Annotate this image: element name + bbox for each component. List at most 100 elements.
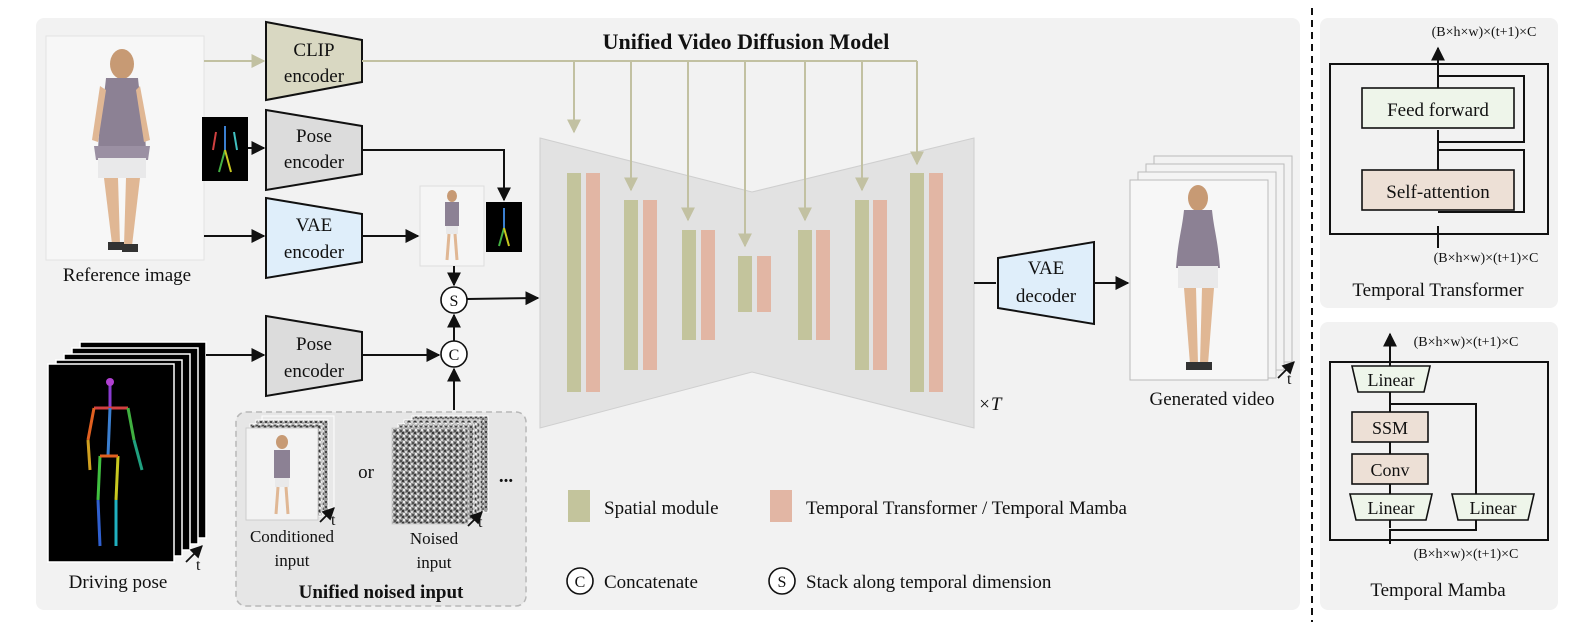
- svg-text:S: S: [450, 293, 459, 310]
- noised-input-label-line1: Noised: [410, 529, 459, 548]
- svg-text:S: S: [778, 574, 787, 591]
- svg-text:Linear: Linear: [1368, 498, 1415, 518]
- flow-arrows: [204, 141, 1130, 410]
- feed-forward-block: Feed forward: [1361, 87, 1515, 129]
- generated-t-label: t: [1287, 371, 1292, 388]
- vae-encoder: VAE encoder: [265, 196, 363, 280]
- legend-temporal-label: Temporal Transformer / Temporal Mamba: [806, 498, 1128, 519]
- pose-encoder-top: Pose encoder: [265, 108, 363, 192]
- temporal-block: [701, 230, 715, 340]
- concat-operator: C: [440, 340, 468, 368]
- or-label: or: [358, 462, 375, 483]
- svg-text:C: C: [449, 347, 460, 364]
- svg-text:encoder: encoder: [284, 361, 345, 382]
- temporal-block: [816, 230, 830, 340]
- spatial-block: [855, 200, 869, 370]
- svg-text:Linear: Linear: [1368, 370, 1415, 390]
- conditioned-input-label-line1: Conditioned: [250, 527, 335, 546]
- svg-text:encoder: encoder: [284, 66, 345, 87]
- spatial-block: [798, 230, 812, 340]
- temporal-block: [929, 173, 943, 392]
- vae-decoder: VAE decoder: [997, 240, 1095, 326]
- unet-blocks: [567, 173, 943, 392]
- encoded-reference-thumbnail: [419, 185, 485, 267]
- temporal-block: [757, 256, 771, 312]
- svg-text:t: t: [196, 557, 201, 574]
- spatial-block: [567, 173, 581, 392]
- conditioned-t-label: t: [331, 512, 336, 529]
- legend-spatial-label: Spatial module: [604, 498, 719, 519]
- reference-image: [45, 35, 205, 261]
- temporal-transformer-graph: [1329, 46, 1549, 248]
- linear-left-block: Linear: [1348, 493, 1434, 521]
- noised-input-label-line2: input: [417, 553, 452, 572]
- svg-text:VAE: VAE: [1028, 258, 1065, 279]
- svg-text:encoder: encoder: [284, 242, 345, 263]
- conditioned-input-label-line2: input: [275, 551, 310, 570]
- svg-text:Self-attention: Self-attention: [1386, 182, 1490, 203]
- person-figure: [92, 49, 150, 252]
- svg-text:C: C: [575, 574, 586, 591]
- clip-encoder: CLIP encoder: [265, 20, 363, 102]
- svg-text:Linear: Linear: [1470, 498, 1517, 518]
- tt-shape-out: (B×h×w)×(t+1)×C: [1432, 25, 1537, 40]
- svg-text:SSM: SSM: [1372, 418, 1408, 438]
- reference-image-label: Reference image: [63, 265, 191, 286]
- spatial-block: [624, 200, 638, 370]
- spatial-block: [910, 173, 924, 392]
- stack-operator: S: [440, 286, 468, 314]
- legend-concat-symbol: [566, 567, 594, 595]
- legend-spatial-swatch: [568, 490, 590, 522]
- legend-concat-label: Concatenate: [604, 572, 698, 593]
- legend-stack-label: Stack along temporal dimension: [806, 572, 1052, 593]
- driving-pose-time-arrow: t: [185, 545, 203, 574]
- legend: Spatial module Temporal Transformer / Te…: [566, 490, 1128, 595]
- ssm-block: SSM: [1351, 411, 1429, 443]
- spatial-block: [682, 230, 696, 340]
- generated-time-arrow: [1277, 361, 1295, 379]
- self-attention-block: Self-attention: [1361, 169, 1515, 211]
- svg-text:Pose: Pose: [296, 334, 332, 355]
- tm-shape-out: (B×h×w)×(t+1)×C: [1414, 335, 1519, 350]
- tt-shape-in: (B×h×w)×(t+1)×C: [1434, 251, 1539, 266]
- svg-text:decoder: decoder: [1016, 286, 1077, 307]
- repeat-label: ×T: [978, 394, 1003, 415]
- temporal-mamba-panel: [1320, 322, 1558, 610]
- conditioned-input-stack: [245, 415, 335, 521]
- legend-stack-symbol: [768, 567, 796, 595]
- conditioned-time-arrow: [319, 507, 335, 523]
- noised-input-stack: [391, 415, 489, 525]
- svg-text:Conv: Conv: [1370, 460, 1409, 480]
- ellipsis-label: ...: [499, 466, 513, 487]
- svg-text:Pose: Pose: [296, 126, 332, 147]
- linear-right-block: Linear: [1450, 493, 1536, 521]
- linear-top-block: Linear: [1350, 365, 1432, 393]
- legend-temporal-swatch: [770, 490, 792, 522]
- svg-text:CLIP: CLIP: [293, 40, 334, 61]
- temporal-block: [873, 200, 887, 370]
- temporal-block: [643, 200, 657, 370]
- svg-text:Feed forward: Feed forward: [1387, 100, 1489, 121]
- encoded-pose-thumbnail: [486, 202, 522, 252]
- temporal-mamba-title: Temporal Mamba: [1370, 580, 1506, 601]
- pose-encoder-bottom: Pose encoder: [265, 314, 363, 398]
- clip-condition-arrows: [204, 54, 924, 248]
- diagram-title: Unified Video Diffusion Model: [603, 29, 890, 54]
- driving-pose-label: Driving pose: [69, 572, 168, 593]
- noised-t-label: t: [478, 514, 483, 531]
- pose-thumbnail: [202, 117, 248, 181]
- svg-text:encoder: encoder: [284, 152, 345, 173]
- noised-time-arrow: [467, 511, 483, 527]
- generated-video-stack: [1129, 155, 1293, 381]
- spatial-block: [738, 256, 752, 312]
- driving-pose-stack: [47, 341, 207, 563]
- generated-video-label: Generated video: [1149, 389, 1274, 410]
- tm-shape-in: (B×h×w)×(t+1)×C: [1414, 547, 1519, 562]
- pose-skeleton: [86, 378, 144, 547]
- svg-text:VAE: VAE: [296, 215, 333, 236]
- temporal-block: [586, 173, 600, 392]
- conv-block: Conv: [1351, 453, 1429, 485]
- unified-noised-input-label: Unified noised input: [299, 582, 464, 603]
- temporal-transformer-title: Temporal Transformer: [1352, 280, 1524, 301]
